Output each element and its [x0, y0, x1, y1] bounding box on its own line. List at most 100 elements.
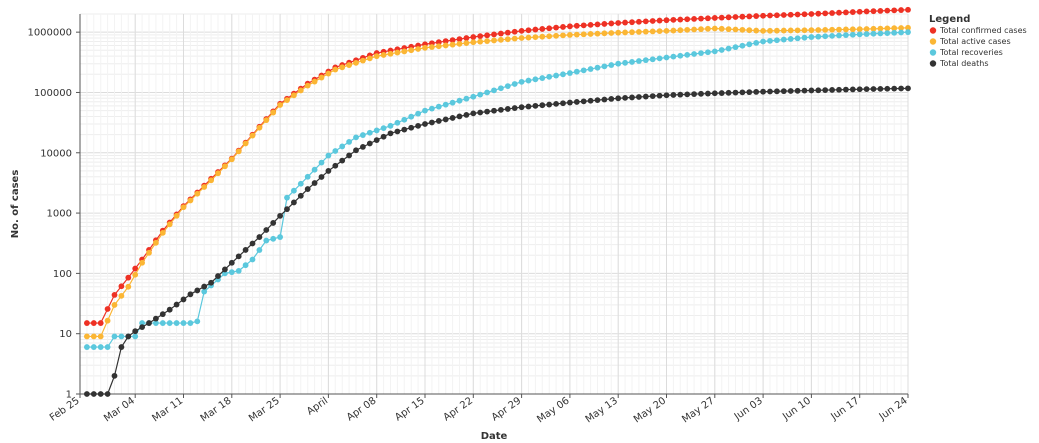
data-point: [560, 71, 566, 78]
x-tick-label: Apr 15: [393, 395, 427, 423]
data-point: [97, 391, 104, 397]
data-point: [532, 102, 539, 109]
data-point: [725, 26, 732, 33]
data-point: [408, 47, 415, 54]
data-point: [615, 95, 622, 102]
data-point: [705, 49, 711, 56]
data-point: [498, 30, 504, 37]
data-point: [594, 97, 601, 104]
data-point: [270, 220, 277, 226]
data-point: [228, 269, 235, 276]
data-point: [829, 87, 835, 93]
data-point: [580, 67, 587, 74]
data-point: [573, 22, 580, 29]
data-point: [97, 320, 104, 326]
data-point: [732, 44, 739, 51]
data-point: [780, 27, 787, 34]
data-point: [277, 234, 283, 240]
data-point: [532, 34, 539, 41]
data-point: [332, 162, 339, 169]
data-point: [470, 93, 477, 100]
data-point: [511, 81, 518, 87]
data-point: [905, 29, 911, 36]
data-point: [442, 101, 449, 108]
data-point: [387, 50, 394, 57]
data-point: [125, 283, 132, 290]
data-point: [705, 15, 711, 22]
data-point: [863, 8, 870, 15]
data-point: [642, 57, 649, 64]
data-point: [125, 333, 132, 340]
data-point: [670, 92, 677, 98]
data-point: [325, 70, 332, 77]
data-point: [394, 128, 401, 135]
data-point: [242, 247, 249, 253]
data-point: [159, 311, 166, 318]
data-point: [228, 259, 235, 266]
data-point: [580, 98, 587, 105]
data-point: [725, 14, 732, 21]
data-point: [442, 116, 449, 123]
data-point: [801, 27, 808, 34]
data-point: [284, 194, 290, 201]
data-point: [877, 25, 884, 32]
legend-swatch: [929, 60, 937, 67]
data-point: [422, 121, 428, 127]
data-point: [380, 125, 387, 132]
data-point: [629, 94, 635, 101]
x-tick-label: Jun 17: [828, 395, 861, 423]
data-point: [546, 33, 553, 40]
data-point: [898, 29, 904, 36]
data-point: [636, 58, 642, 64]
data-point: [787, 36, 794, 42]
data-point: [746, 41, 753, 48]
data-point: [587, 21, 594, 28]
data-point: [567, 70, 573, 76]
data-point: [629, 19, 635, 26]
data-point: [187, 291, 194, 298]
data-point: [518, 78, 525, 85]
data-point: [836, 86, 842, 93]
data-point: [159, 320, 166, 326]
data-point: [332, 148, 339, 154]
data-point: [353, 134, 359, 141]
data-point: [504, 29, 511, 36]
series-2: [84, 29, 911, 350]
data-point: [856, 31, 863, 38]
data-point: [111, 372, 118, 379]
data-point: [608, 20, 615, 27]
data-point: [491, 107, 497, 114]
data-point: [153, 320, 159, 326]
data-point: [504, 106, 511, 112]
data-point: [373, 53, 380, 60]
data-point: [429, 119, 435, 126]
data-point: [442, 42, 449, 49]
data-point: [870, 86, 877, 92]
data-point: [739, 26, 746, 33]
data-point: [297, 192, 304, 199]
data-point: [663, 27, 670, 34]
data-point: [498, 85, 504, 92]
data-point: [863, 26, 870, 32]
data-point: [311, 180, 318, 186]
data-point: [470, 110, 477, 117]
data-point: [139, 324, 146, 331]
data-point: [539, 33, 546, 40]
data-point: [615, 20, 622, 26]
data-point: [663, 54, 670, 61]
data-point: [573, 68, 580, 75]
data-point: [856, 86, 863, 93]
data-point: [215, 273, 221, 279]
data-point: [815, 87, 822, 94]
data-point: [194, 287, 201, 294]
data-point: [104, 391, 111, 397]
data-point: [863, 86, 870, 93]
data-point: [663, 17, 670, 24]
data-point: [84, 333, 90, 340]
y-tick-label: 100000: [34, 88, 72, 99]
data-point: [201, 288, 208, 295]
data-point: [256, 124, 263, 131]
data-point: [884, 25, 891, 32]
data-point: [97, 333, 104, 340]
